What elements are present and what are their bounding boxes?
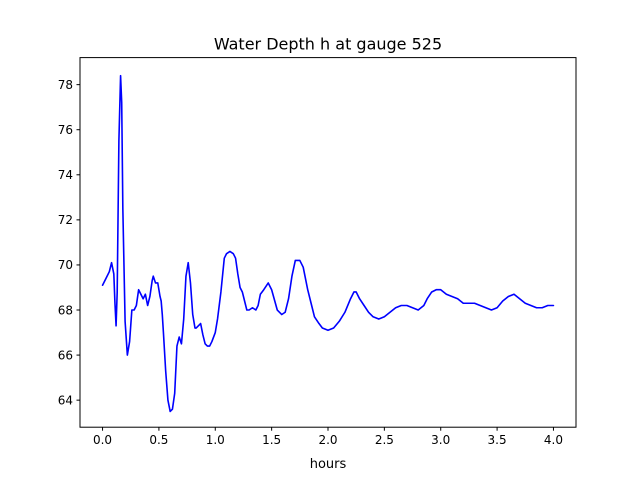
y-tick-label: 66	[58, 348, 73, 362]
x-tick-label: 1.5	[262, 433, 281, 447]
y-tick-label: 64	[58, 393, 73, 407]
y-tick-label: 74	[58, 168, 73, 182]
x-tick-label: 2.0	[318, 433, 337, 447]
y-tick-label: 68	[58, 303, 73, 317]
x-axis-label: hours	[310, 457, 347, 472]
x-tick-label: 0.5	[149, 433, 168, 447]
series-line-1	[101, 74, 555, 413]
x-tick-label: 4.0	[544, 433, 563, 447]
y-tick-label: 76	[58, 123, 73, 137]
x-tick-label: 1.0	[206, 433, 225, 447]
chart-title: Water Depth h at gauge 525	[214, 35, 442, 54]
x-tick-label: 0.0	[93, 433, 112, 447]
y-axis: 64 66 68 70 72 74 76 78	[58, 78, 80, 407]
axes-frame	[79, 57, 577, 428]
x-axis: 0.0 0.5 1.0 1.5 2.0 2.5 3.0 3.5 4.0	[93, 427, 563, 447]
x-tick-label: 3.5	[488, 433, 507, 447]
x-tick-label: 3.0	[431, 433, 450, 447]
y-tick-label: 72	[58, 213, 73, 227]
x-tick-label: 2.5	[375, 433, 394, 447]
y-tick-label: 78	[58, 78, 73, 92]
plot-area	[101, 74, 555, 413]
y-tick-label: 70	[58, 258, 73, 272]
